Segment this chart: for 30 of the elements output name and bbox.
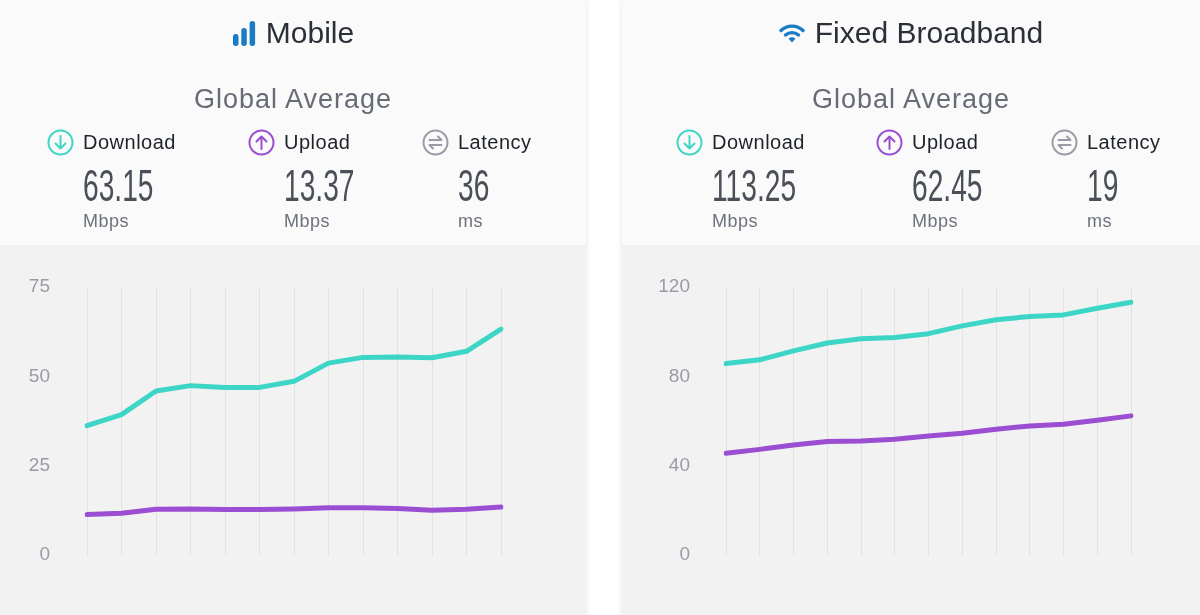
y-tick-label: 120	[658, 275, 690, 297]
legend-label: Upload	[912, 131, 979, 153]
chart-title: Mobile	[265, 15, 355, 51]
text: Latency	[1087, 131, 1161, 153]
chart-subtitle: Global Average	[192, 84, 394, 114]
text: Latency	[458, 131, 532, 153]
text: 63.15	[83, 161, 154, 210]
y-tick-label: 75	[28, 275, 50, 297]
legend-label: Download	[83, 131, 176, 153]
text: Mbps	[712, 211, 759, 231]
text: Mbps	[83, 211, 130, 231]
text: Mbps	[912, 211, 959, 231]
y-tick-label: 0	[679, 543, 690, 565]
text: 36	[458, 161, 490, 210]
text: 19	[1087, 161, 1119, 210]
y-tick-label: 25	[28, 453, 50, 475]
y-tick-label: 40	[668, 453, 690, 475]
text: ms	[1087, 211, 1112, 231]
legend-label: Upload	[284, 131, 351, 153]
text: ms	[458, 211, 483, 231]
chart-subtitle: Global Average	[810, 84, 1012, 114]
text: 113.25	[712, 161, 797, 210]
chart-title: Fixed Broadband	[814, 15, 1044, 51]
text: 13.37	[284, 161, 355, 210]
y-tick-label: 50	[28, 364, 50, 386]
legend-label: Download	[712, 131, 805, 153]
y-tick-label: 80	[668, 364, 690, 386]
text: 62.45	[912, 161, 983, 210]
y-tick-label: 0	[39, 543, 50, 565]
text: Mbps	[284, 211, 331, 231]
